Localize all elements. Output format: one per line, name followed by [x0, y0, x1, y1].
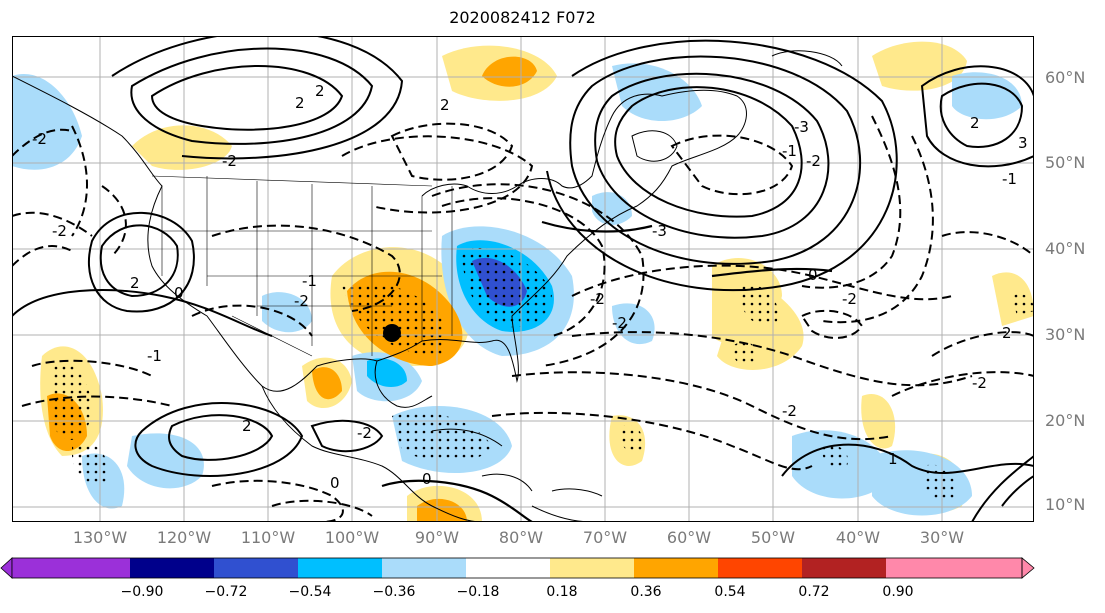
contour-label: 2	[315, 82, 325, 100]
contour-label: 0	[808, 266, 818, 284]
latitude-label: 40°N	[1045, 239, 1086, 258]
contours-zero	[381, 220, 833, 522]
colorbar-tick-label: 0.72	[798, 584, 830, 600]
colorbar-segment	[12, 558, 130, 578]
colorbar-segment	[718, 558, 802, 578]
colorbar	[0, 557, 1035, 579]
contour-label: 1	[888, 450, 898, 468]
latitude-label: 50°N	[1045, 153, 1086, 172]
colorbar-segment	[382, 558, 466, 578]
colorbar-tick-label: −0.90	[120, 584, 164, 600]
longitude-label: 30°W	[919, 528, 965, 547]
longitude-label: 110°W	[240, 528, 296, 547]
contours-negative	[12, 115, 1034, 522]
coastlines	[12, 50, 843, 522]
contour-label: -2	[972, 374, 987, 392]
colorbar-segment	[886, 558, 1022, 578]
contour-label: 3	[1018, 134, 1028, 152]
contour-label: 2	[242, 417, 252, 435]
colorbar-segment	[634, 558, 718, 578]
contour-label: -2	[806, 152, 821, 170]
location-marker	[383, 324, 401, 342]
contour-label: 2	[130, 274, 140, 292]
contour-label: 0	[174, 284, 184, 302]
latitude-label: 60°N	[1045, 68, 1086, 87]
map-title: 2020082412 F072	[449, 8, 596, 27]
longitude-label: 120°W	[156, 528, 212, 547]
colorbar-segment	[466, 558, 550, 578]
colorbar-tick-label: −0.72	[204, 584, 248, 600]
colorbar-segment	[214, 558, 298, 578]
shaded-field-strong	[47, 56, 554, 522]
contour-label: -1	[1002, 170, 1017, 188]
contour-label: 2	[295, 94, 305, 112]
contour-label: -1	[782, 142, 797, 160]
contour-label: -1	[147, 347, 162, 365]
contour-label: 2	[1002, 324, 1012, 342]
map-panel: 2 2 2 2 0 -2 -1 -2 -2 2 0 -2 -3 -3 -2 -1…	[12, 36, 1034, 522]
contour-label: -2	[590, 290, 605, 308]
contour-label: -2	[612, 314, 627, 332]
contours-positive	[12, 36, 1034, 522]
contour-label: 0	[330, 474, 340, 492]
contour-label: 2	[970, 114, 980, 132]
colorbar-tick-label: −0.54	[288, 584, 332, 600]
colorbar-tick-label: 0.90	[882, 584, 914, 600]
colorbar-tick-label: 0.54	[714, 584, 746, 600]
contour-label: -2	[782, 402, 797, 420]
contour-label: -2	[32, 130, 47, 148]
longitude-label: 70°W	[582, 528, 628, 547]
colorbar-segment	[130, 558, 214, 578]
latitude-label: 20°N	[1045, 411, 1086, 430]
colorbar-segment	[550, 558, 634, 578]
colorbar-tick-label: −0.36	[372, 584, 416, 600]
contour-label-group: 2 2 2 2 0 -2 -1 -2 -2 2 0 -2 -3 -3 -2 -1…	[32, 82, 1028, 492]
colorbar-segment	[298, 558, 382, 578]
contour-label: -3	[794, 118, 809, 136]
latitude-label: 30°N	[1045, 325, 1086, 344]
longitude-label: 80°W	[498, 528, 544, 547]
colorbar-segment	[802, 558, 886, 578]
latitude-label: 10°N	[1045, 495, 1086, 514]
longitude-label: 50°W	[750, 528, 796, 547]
contour-label: -1	[302, 272, 317, 290]
significance-stipple	[52, 285, 1034, 500]
longitude-label: 130°W	[72, 528, 128, 547]
longitude-label: 40°W	[835, 528, 881, 547]
colorbar-tick-label: 0.36	[630, 584, 662, 600]
longitude-label: 90°W	[414, 528, 460, 547]
colorbar-tick-label: −0.18	[456, 584, 500, 600]
contour-label: 0	[422, 470, 432, 488]
longitude-label: 60°W	[666, 528, 712, 547]
contour-label: -3	[652, 222, 667, 240]
colorbar-tick-label: 0.18	[546, 584, 578, 600]
colorbar-max-arrow	[1021, 557, 1035, 579]
contour-label: -2	[842, 290, 857, 308]
contour-label: 2	[440, 96, 450, 114]
contour-label: -2	[52, 222, 67, 240]
contour-label: -2	[357, 424, 372, 442]
longitude-label: 100°W	[324, 528, 380, 547]
contour-label: -2	[222, 152, 237, 170]
colorbar-min-arrow	[0, 557, 13, 579]
contour-label: -2	[294, 292, 309, 310]
